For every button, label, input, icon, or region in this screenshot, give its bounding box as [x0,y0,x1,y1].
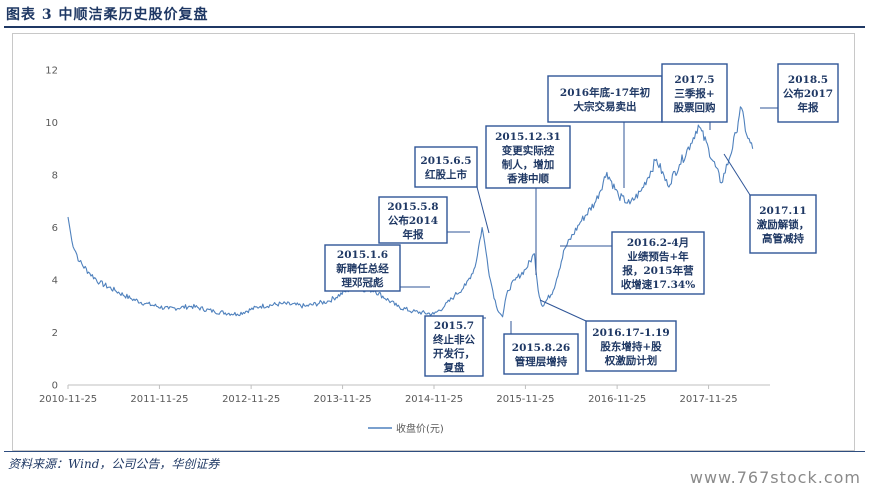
annotation-box [414,146,478,188]
x-tick-label: 2017-11-25 [680,394,738,405]
annotation-text: 业绩预告+年 [627,250,689,263]
price-series-line [67,106,754,318]
annotation-box [749,194,817,254]
annotation-box [424,315,484,377]
y-tick-label: 0 [52,381,58,392]
x-tick-label: 2014-11-25 [405,394,463,405]
legend-layer: 收盘价(元) [368,422,444,435]
annotation-text: 复盘 [443,361,465,374]
x-tick-label: 2010-11-25 [39,394,97,405]
annotation-box [777,63,839,123]
figure-title: 图表 3 中顺洁柔历史股价复盘 [6,7,209,23]
annotation-text: 公布2017 [783,87,833,100]
y-tick-label: 10 [45,118,58,129]
annotation-connector [539,299,587,322]
annotation-text: 终止非公 [433,333,475,346]
bottom-rule [4,451,865,452]
x-tick-label: 2012-11-25 [222,394,280,405]
annotation-text: 股票回购 [674,101,716,114]
annotation-box [324,244,401,292]
annotation-box [378,196,448,244]
y-tick-label: 12 [45,66,58,77]
annotation-text: 新聘任总经 [336,262,389,275]
annotation-text: 年报 [403,228,424,241]
annotation-text: 香港中顺 [506,172,549,185]
annotation-text: 2015.6.5 [420,155,471,167]
annotation-layer: 2015.1.6新聘任总经理邓冠彪2015.5.8公布2014年报2015.6.… [324,63,839,377]
annotation-text: 红股上市 [425,168,467,181]
annotation-connector [723,153,751,196]
y-tick-label: 4 [52,276,58,287]
watermark: www.767stock.com [689,468,861,487]
y-tick-label: 2 [52,328,58,339]
title-rule [4,26,865,28]
annotation-box [611,231,705,295]
annotation-text: 2015.5.8 [387,201,438,213]
annotation-text: 2017.5 [674,74,714,86]
annotation-text: 制人，增加 [502,158,555,171]
annotation-text: 权激励计划 [604,354,658,367]
annotation-box [585,320,677,372]
annotation-connector [476,186,490,234]
annotation-text: 开发行， [433,347,475,360]
annotation-text: 三季报+ [674,87,714,100]
annotation-text: 报，2015年营 [622,264,694,277]
annotation-text: 2015.8.26 [512,342,570,354]
annotation-text: 高管减持 [762,232,804,245]
x-tick-label: 2013-11-25 [314,394,372,405]
x-tick-label: 2011-11-25 [130,394,188,405]
annotation-text: 2018.5 [788,74,828,86]
annotation-text: 管理层增持 [515,355,568,368]
annotation-text: 2015.1.6 [337,249,388,261]
annotation-text: 理邓冠彪 [342,276,384,289]
x-tick-label: 2016-11-25 [588,394,646,405]
annotation-box [547,75,663,123]
annotation-text: 2015.7 [434,320,474,332]
x-tick-label: 2015-11-25 [496,394,554,405]
annotation-text: 2016.17-1.19 [592,327,669,339]
y-tick-label: 8 [52,171,58,182]
annotation-text: 公布2014 [388,214,438,227]
annotation-box [485,125,571,189]
annotation-text: 变更实际控 [502,144,555,157]
annotation-box [503,333,579,375]
annotation-text: 激励解锁， [757,218,810,231]
annotation-text: 年报 [798,101,819,114]
annotation-text: 大宗交易卖出 [574,100,637,113]
chart-frame [12,33,855,451]
series-layer [67,106,754,318]
annotation-text: 2016.2-4月 [627,237,689,249]
annotation-box [661,63,728,123]
y-tick-label: 6 [52,223,58,234]
annotation-text: 2015.12.31 [495,131,561,143]
annotation-text: 股东增持+股 [600,340,662,353]
source-note: 资料来源：Wind，公司公告，华创证券 [8,457,220,471]
legend-label: 收盘价(元) [396,422,444,435]
axes-layer: 0 2 4 6 8 10 12 2010-11-25 2011-11-25 2012-11-25 2… [39,66,770,405]
annotation-text: 2017.11 [759,205,807,217]
annotation-text: 2016年底-17年初 [560,86,650,99]
annotation-text: 收增速17.34% [621,278,695,291]
